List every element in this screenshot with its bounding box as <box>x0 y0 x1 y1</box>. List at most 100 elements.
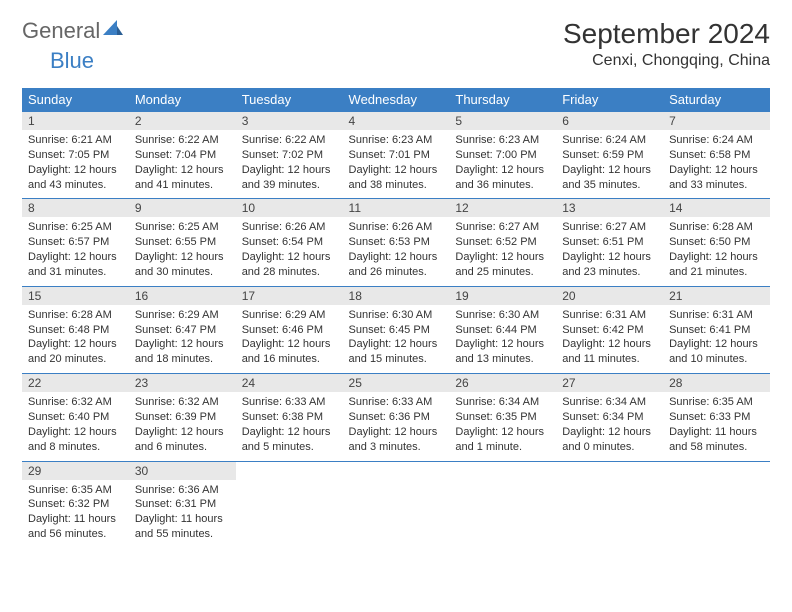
day-content-cell: Sunrise: 6:21 AMSunset: 7:05 PMDaylight:… <box>22 130 129 199</box>
day-content-cell: Sunrise: 6:25 AMSunset: 6:55 PMDaylight:… <box>129 217 236 286</box>
sunrise-text: Sunrise: 6:25 AM <box>135 220 230 235</box>
daynum-row: 29 30 <box>22 461 770 480</box>
day-number: 13 <box>562 201 575 215</box>
day-number-cell: 19 <box>449 286 556 305</box>
day-content-cell <box>663 480 770 548</box>
sunrise-text: Sunrise: 6:26 AM <box>242 220 337 235</box>
daylight-text: Daylight: 12 hours and 3 minutes. <box>349 425 444 455</box>
day-content-cell: Sunrise: 6:26 AMSunset: 6:53 PMDaylight:… <box>343 217 450 286</box>
sunset-text: Sunset: 6:38 PM <box>242 410 337 425</box>
day-number: 19 <box>455 289 468 303</box>
day-number-cell: 16 <box>129 286 236 305</box>
daylight-text: Daylight: 12 hours and 5 minutes. <box>242 425 337 455</box>
logo-sail-icon <box>103 16 123 42</box>
day-number: 1 <box>28 114 35 128</box>
day-content-cell: Sunrise: 6:25 AMSunset: 6:57 PMDaylight:… <box>22 217 129 286</box>
day-number: 17 <box>242 289 255 303</box>
sunrise-text: Sunrise: 6:27 AM <box>455 220 550 235</box>
day-number-cell <box>663 461 770 480</box>
daylight-text: Daylight: 12 hours and 31 minutes. <box>28 250 123 280</box>
daylight-text: Daylight: 12 hours and 16 minutes. <box>242 337 337 367</box>
weekday-header: Friday <box>556 88 663 112</box>
day-number: 25 <box>349 376 362 390</box>
sunset-text: Sunset: 7:00 PM <box>455 148 550 163</box>
daylight-text: Daylight: 12 hours and 39 minutes. <box>242 163 337 193</box>
sunrise-text: Sunrise: 6:34 AM <box>562 395 657 410</box>
day-number-cell: 20 <box>556 286 663 305</box>
day-number: 15 <box>28 289 41 303</box>
day-number: 21 <box>669 289 682 303</box>
daylight-text: Daylight: 12 hours and 10 minutes. <box>669 337 764 367</box>
day-content-cell: Sunrise: 6:33 AMSunset: 6:36 PMDaylight:… <box>343 392 450 461</box>
day-number-cell <box>556 461 663 480</box>
sunrise-text: Sunrise: 6:22 AM <box>242 133 337 148</box>
sunrise-text: Sunrise: 6:26 AM <box>349 220 444 235</box>
weekday-header: Wednesday <box>343 88 450 112</box>
weekday-header: Saturday <box>663 88 770 112</box>
day-content-cell: Sunrise: 6:27 AMSunset: 6:52 PMDaylight:… <box>449 217 556 286</box>
day-number-cell <box>236 461 343 480</box>
day-content-cell: Sunrise: 6:22 AMSunset: 7:04 PMDaylight:… <box>129 130 236 199</box>
daylight-text: Daylight: 12 hours and 23 minutes. <box>562 250 657 280</box>
daylight-text: Daylight: 12 hours and 38 minutes. <box>349 163 444 193</box>
day-number: 27 <box>562 376 575 390</box>
content-row: Sunrise: 6:28 AMSunset: 6:48 PMDaylight:… <box>22 305 770 374</box>
day-number: 6 <box>562 114 569 128</box>
day-content-cell: Sunrise: 6:24 AMSunset: 6:58 PMDaylight:… <box>663 130 770 199</box>
day-content-cell: Sunrise: 6:24 AMSunset: 6:59 PMDaylight:… <box>556 130 663 199</box>
daylight-text: Daylight: 12 hours and 35 minutes. <box>562 163 657 193</box>
sunset-text: Sunset: 6:50 PM <box>669 235 764 250</box>
sunset-text: Sunset: 6:40 PM <box>28 410 123 425</box>
sunrise-text: Sunrise: 6:33 AM <box>242 395 337 410</box>
calendar-table: Sunday Monday Tuesday Wednesday Thursday… <box>22 88 770 548</box>
day-content-cell: Sunrise: 6:36 AMSunset: 6:31 PMDaylight:… <box>129 480 236 548</box>
sunset-text: Sunset: 7:02 PM <box>242 148 337 163</box>
day-number-cell: 15 <box>22 286 129 305</box>
day-number: 28 <box>669 376 682 390</box>
sunrise-text: Sunrise: 6:23 AM <box>349 133 444 148</box>
day-number-cell <box>343 461 450 480</box>
daynum-row: 15 16 17 18 19 20 21 <box>22 286 770 305</box>
sunrise-text: Sunrise: 6:21 AM <box>28 133 123 148</box>
sunrise-text: Sunrise: 6:29 AM <box>242 308 337 323</box>
day-number-cell: 4 <box>343 112 450 131</box>
daylight-text: Daylight: 12 hours and 6 minutes. <box>135 425 230 455</box>
sunrise-text: Sunrise: 6:33 AM <box>349 395 444 410</box>
day-number-cell: 6 <box>556 112 663 131</box>
daylight-text: Daylight: 12 hours and 36 minutes. <box>455 163 550 193</box>
day-number-cell: 29 <box>22 461 129 480</box>
day-number: 26 <box>455 376 468 390</box>
sunrise-text: Sunrise: 6:30 AM <box>349 308 444 323</box>
day-content-cell: Sunrise: 6:31 AMSunset: 6:41 PMDaylight:… <box>663 305 770 374</box>
sunrise-text: Sunrise: 6:29 AM <box>135 308 230 323</box>
sunset-text: Sunset: 6:31 PM <box>135 497 230 512</box>
day-number-cell: 22 <box>22 374 129 393</box>
title-block: September 2024 Cenxi, Chongqing, China <box>563 18 770 70</box>
sunset-text: Sunset: 6:52 PM <box>455 235 550 250</box>
day-number-cell <box>449 461 556 480</box>
daylight-text: Daylight: 12 hours and 15 minutes. <box>349 337 444 367</box>
day-number: 12 <box>455 201 468 215</box>
sunset-text: Sunset: 7:04 PM <box>135 148 230 163</box>
day-number: 10 <box>242 201 255 215</box>
day-number: 30 <box>135 464 148 478</box>
weekday-header-row: Sunday Monday Tuesday Wednesday Thursday… <box>22 88 770 112</box>
daylight-text: Daylight: 12 hours and 28 minutes. <box>242 250 337 280</box>
sunset-text: Sunset: 6:34 PM <box>562 410 657 425</box>
day-number-cell: 18 <box>343 286 450 305</box>
sunrise-text: Sunrise: 6:31 AM <box>562 308 657 323</box>
sunrise-text: Sunrise: 6:32 AM <box>135 395 230 410</box>
day-number-cell: 9 <box>129 199 236 218</box>
sunset-text: Sunset: 6:48 PM <box>28 323 123 338</box>
day-content-cell: Sunrise: 6:22 AMSunset: 7:02 PMDaylight:… <box>236 130 343 199</box>
day-number-cell: 25 <box>343 374 450 393</box>
day-content-cell <box>556 480 663 548</box>
day-content-cell: Sunrise: 6:28 AMSunset: 6:48 PMDaylight:… <box>22 305 129 374</box>
day-number-cell: 30 <box>129 461 236 480</box>
daylight-text: Daylight: 12 hours and 18 minutes. <box>135 337 230 367</box>
daylight-text: Daylight: 11 hours and 56 minutes. <box>28 512 123 542</box>
day-number: 8 <box>28 201 35 215</box>
daylight-text: Daylight: 12 hours and 1 minute. <box>455 425 550 455</box>
sunset-text: Sunset: 6:39 PM <box>135 410 230 425</box>
daylight-text: Daylight: 12 hours and 21 minutes. <box>669 250 764 280</box>
